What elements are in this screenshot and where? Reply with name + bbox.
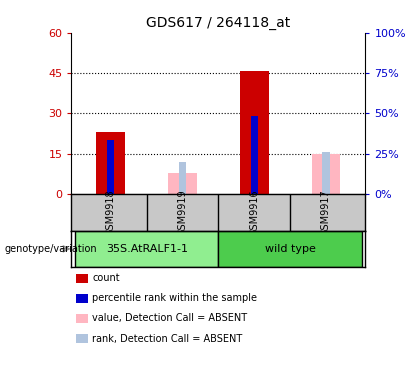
Text: GSM9919: GSM9919 [178, 189, 188, 236]
Text: genotype/variation: genotype/variation [4, 244, 97, 254]
Bar [323, 152, 330, 194]
Bar [240, 71, 269, 194]
Text: GSM9918: GSM9918 [106, 189, 116, 236]
Bar [75, 231, 218, 267]
Text: 35S.AtRALF1-1: 35S.AtRALF1-1 [106, 244, 188, 254]
Bar [218, 231, 362, 267]
Text: GDS617 / 264118_at: GDS617 / 264118_at [146, 16, 291, 30]
Bar [168, 172, 197, 194]
Bar [107, 140, 114, 194]
Text: GSM9916: GSM9916 [249, 189, 259, 236]
Bar [97, 132, 125, 194]
Text: rank, Detection Call = ABSENT: rank, Detection Call = ABSENT [92, 333, 243, 344]
Bar [312, 154, 340, 194]
Bar [251, 116, 258, 194]
Text: count: count [92, 273, 120, 283]
Text: percentile rank within the sample: percentile rank within the sample [92, 293, 257, 303]
Text: wild type: wild type [265, 244, 315, 254]
Bar [179, 162, 186, 194]
Text: value, Detection Call = ABSENT: value, Detection Call = ABSENT [92, 313, 247, 324]
Text: GSM9917: GSM9917 [321, 189, 331, 236]
